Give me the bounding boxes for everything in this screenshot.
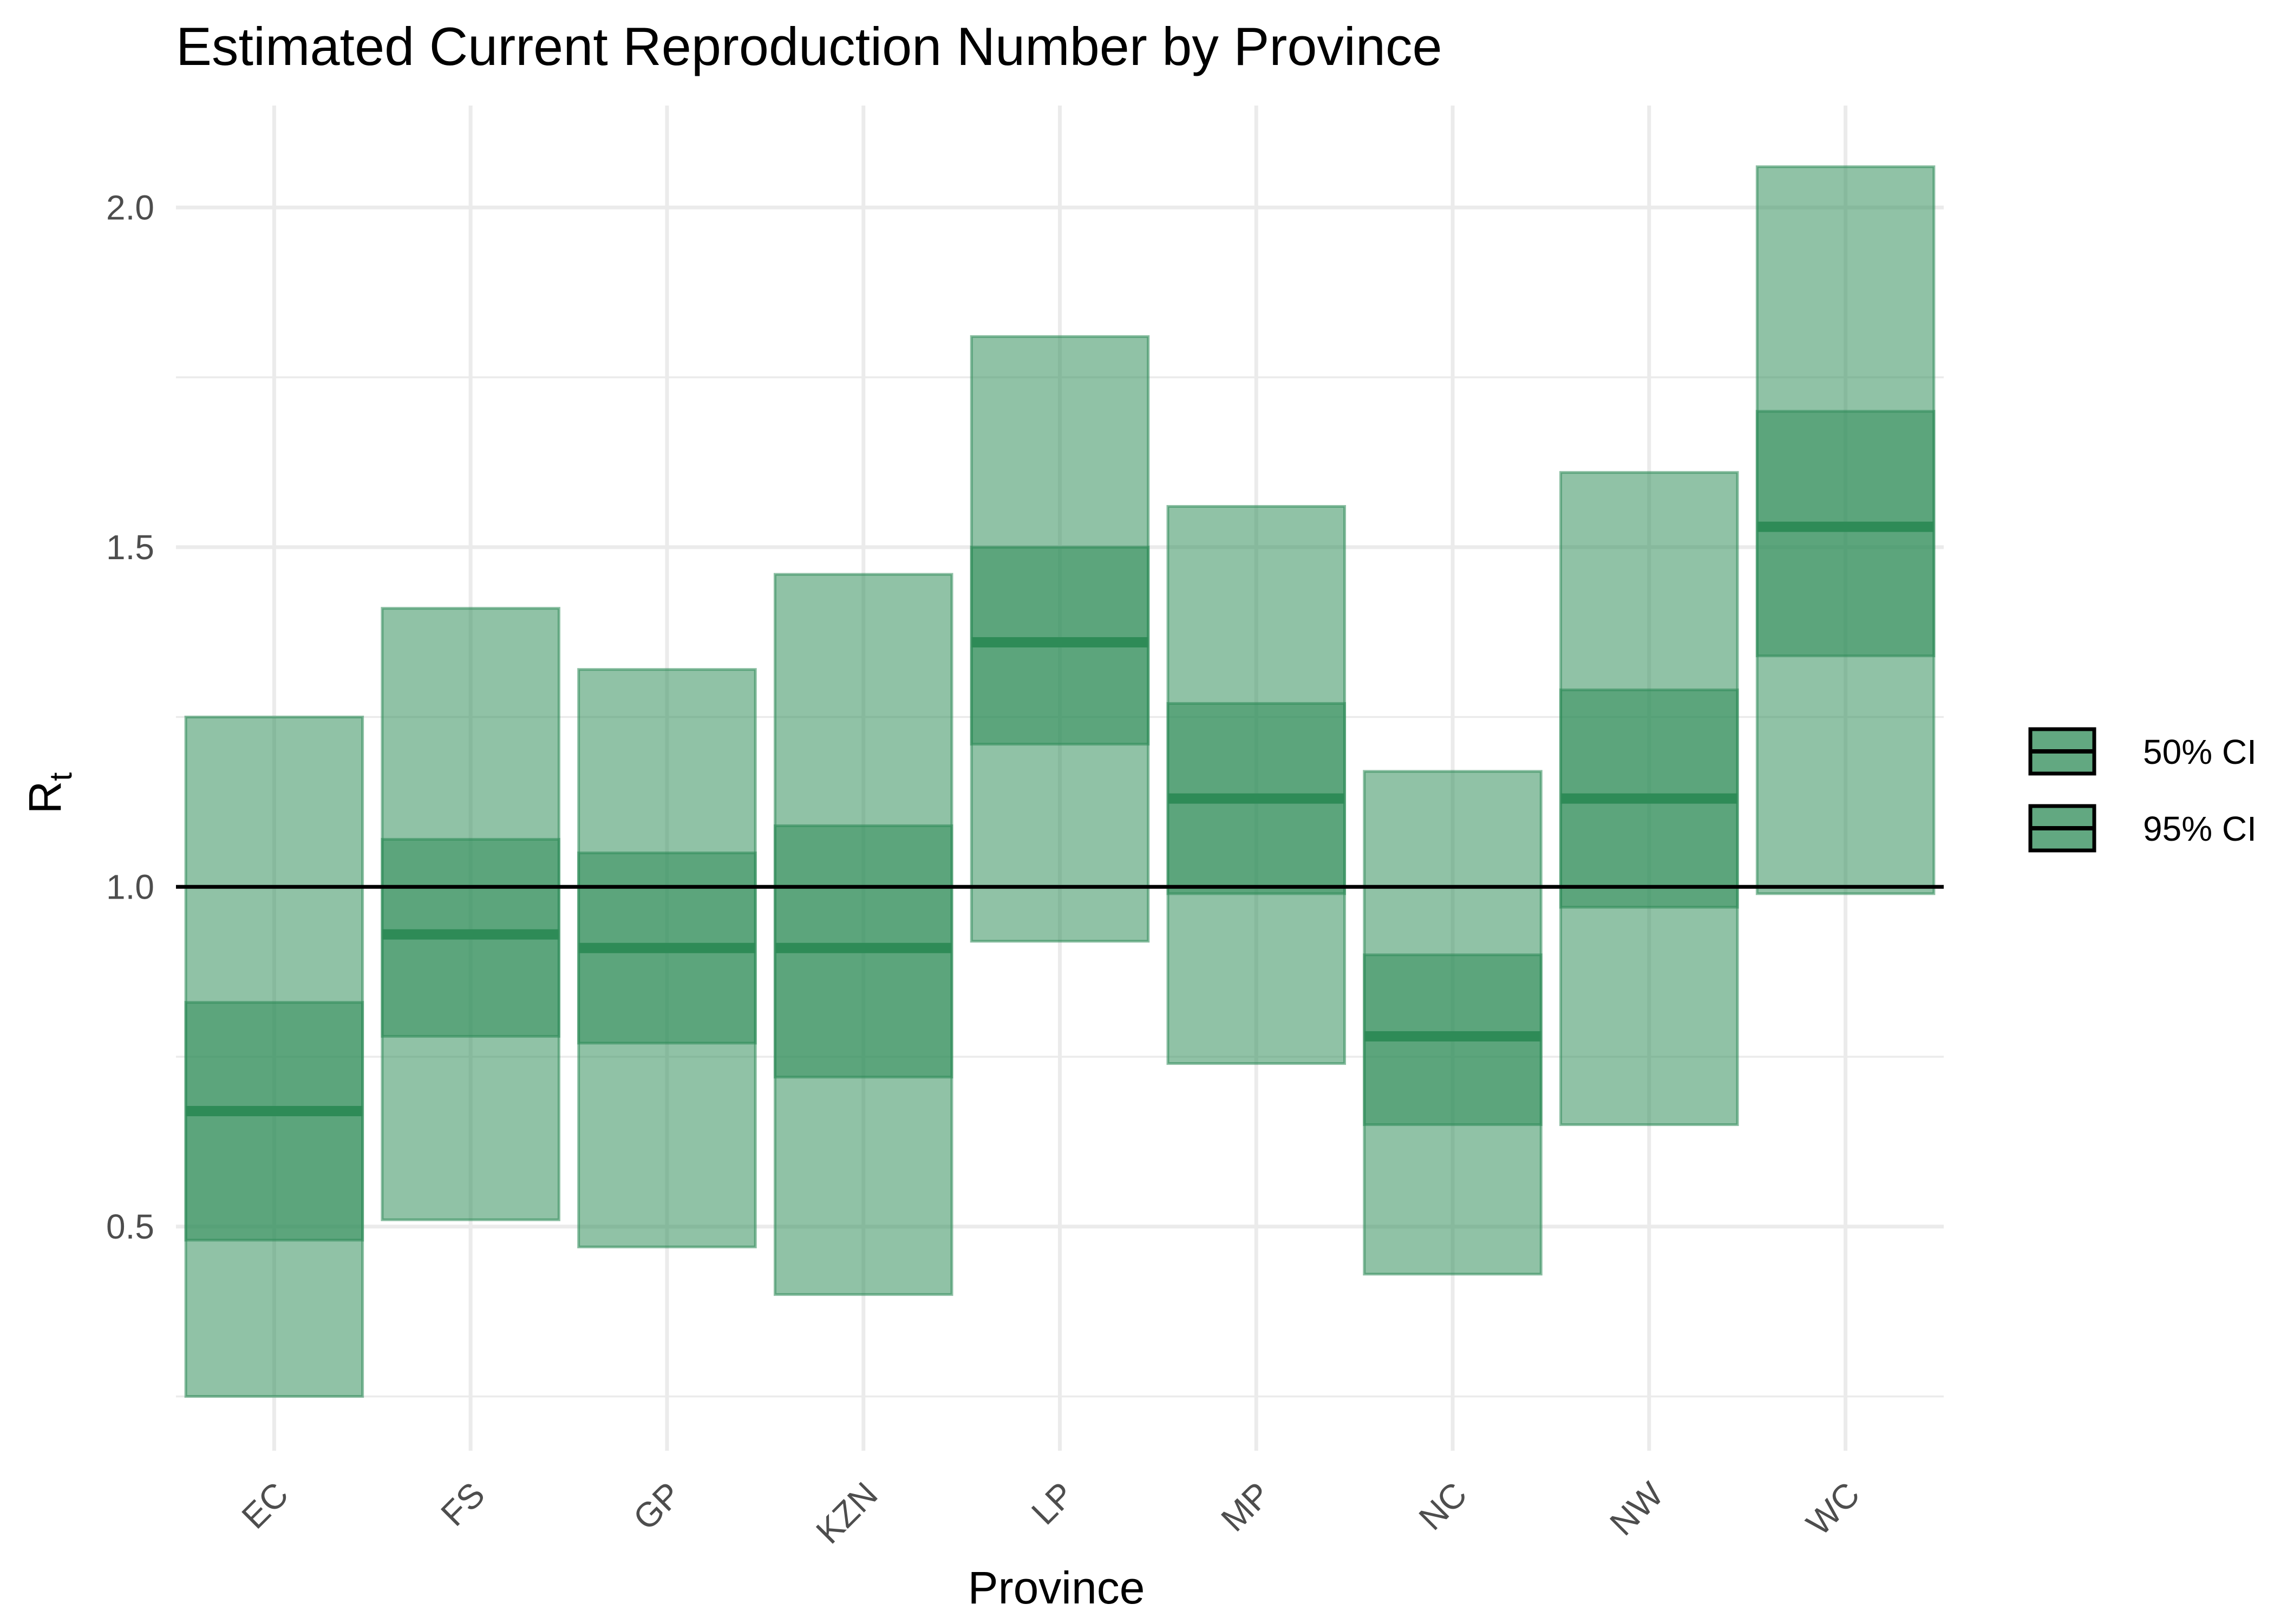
- x-axis-title: Province: [968, 1562, 1145, 1613]
- ci50-bar-ec: [184, 1001, 364, 1242]
- y-axis-title: Rt: [19, 772, 79, 814]
- chart-title: Estimated Current Reproduction Number by…: [176, 16, 1442, 76]
- median-lines: [186, 521, 1934, 1116]
- y-axis: 0.5 1.0 1.5 2.0: [106, 188, 154, 1246]
- legend-label-2: 95% CI: [2143, 809, 2257, 848]
- y-axis-title-subscript: t: [43, 772, 79, 781]
- y-tick-label: 2.0: [106, 188, 154, 227]
- y-tick-label: 0.5: [106, 1207, 154, 1246]
- y-tick-label: 1.0: [106, 867, 154, 906]
- y-tick-label: 1.5: [106, 528, 154, 567]
- y-axis-title-main: R: [19, 781, 70, 814]
- legend: 50% CI 95% CI: [2028, 727, 2257, 853]
- ci50-bar-wc: [1755, 410, 1936, 658]
- legend-label-1: 50% CI: [2143, 732, 2257, 771]
